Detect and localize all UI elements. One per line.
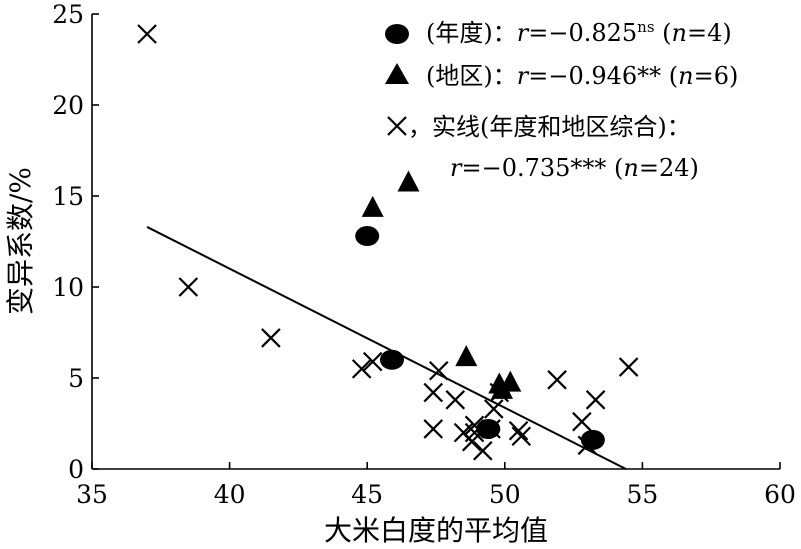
legend-entry-3-r: r	[450, 154, 463, 182]
legend-entry-3-stat: r=−0.735*** (n=24)	[450, 154, 699, 182]
legend-entry-1-n: n	[672, 19, 687, 47]
legend-entry-2-n: n	[678, 62, 693, 90]
legend-entry-1-n-value: =4)	[687, 19, 732, 47]
x-tick-label: 55	[626, 480, 658, 509]
point-cross	[351, 359, 372, 379]
point-cross	[428, 360, 449, 381]
y-tick-label: 10	[52, 273, 84, 302]
plot-frame	[91, 14, 780, 470]
legend-marker-cross	[387, 116, 407, 136]
point-cross	[423, 419, 444, 439]
point-circle	[580, 429, 605, 450]
legend-entry-2-value: =−0.946** (	[528, 62, 678, 90]
legend-entry-3-label: ，实线(年度和地区综合)：	[408, 113, 691, 141]
x-tick-label: 60	[764, 480, 796, 509]
legend-entry-1-value: =−0.825	[528, 19, 637, 47]
legend-entry-2: (地区)：r=−0.946** (n=6)	[426, 62, 738, 90]
legend-entry-1-r: r	[517, 19, 530, 47]
data-points	[137, 24, 639, 461]
y-tick-label: 20	[52, 91, 84, 120]
legend-marker-triangle	[385, 63, 409, 84]
point-cross	[572, 411, 592, 432]
point-cross	[484, 399, 504, 419]
x-axis-title: 大米白度的平均值	[324, 514, 548, 547]
legend: (年度)：r=−0.825ns (n=4) (地区)：r=−0.946** (n…	[385, 18, 738, 182]
legend-entry-1-n-open: (	[655, 19, 672, 47]
legend-entry-3-n: n	[623, 154, 638, 182]
legend-entry-1-label: (年度)：	[426, 19, 517, 47]
x-tick-label: 35	[76, 480, 108, 509]
point-cross	[423, 382, 444, 403]
point-cross	[137, 24, 157, 44]
legend-entry-2-r: r	[517, 62, 530, 90]
y-tick-label: 15	[52, 182, 84, 211]
point-cross	[511, 426, 532, 447]
point-triangle	[361, 195, 384, 217]
legend-entry-3: ，实线(年度和地区综合)：	[408, 113, 691, 141]
point-triangle	[397, 170, 420, 192]
y-tick-label: 0	[68, 455, 84, 484]
point-cross	[445, 390, 466, 410]
legend-entry-2-n-value: =6)	[694, 62, 739, 90]
point-cross	[618, 357, 639, 377]
point-cross	[508, 421, 529, 441]
fit-line-group	[146, 226, 627, 470]
x-tick-label: 45	[351, 480, 383, 509]
y-axis-title: 变异系数/%	[4, 167, 37, 315]
point-cross	[585, 390, 606, 410]
point-circle	[379, 349, 404, 370]
axis-ticks: 35 40 45 50 55 60 0 5 10 15 20 25	[52, 0, 796, 509]
point-triangle	[455, 345, 478, 367]
y-tick-label: 5	[68, 364, 84, 393]
point-triangle	[491, 377, 514, 399]
point-cross	[178, 277, 199, 297]
fit-line	[146, 226, 627, 470]
legend-entry-1: (年度)：r=−0.825ns (n=4)	[426, 18, 732, 47]
legend-entry-1-significance: ns	[637, 18, 654, 36]
legend-entry-3-value: =−0.735*** (	[461, 154, 623, 182]
x-tick-label: 40	[214, 480, 246, 509]
point-circle	[476, 418, 501, 439]
point-cross	[473, 441, 493, 461]
legend-marker-circle	[385, 24, 409, 44]
y-tick-label: 25	[52, 0, 84, 29]
legend-entry-2-label: (地区)：	[426, 62, 517, 90]
legend-entry-3-n-value: =24)	[639, 154, 699, 182]
point-cross	[547, 370, 567, 390]
x-tick-label: 50	[489, 480, 521, 509]
point-cross	[362, 351, 383, 372]
point-cross	[261, 328, 281, 348]
point-circle	[355, 226, 380, 247]
